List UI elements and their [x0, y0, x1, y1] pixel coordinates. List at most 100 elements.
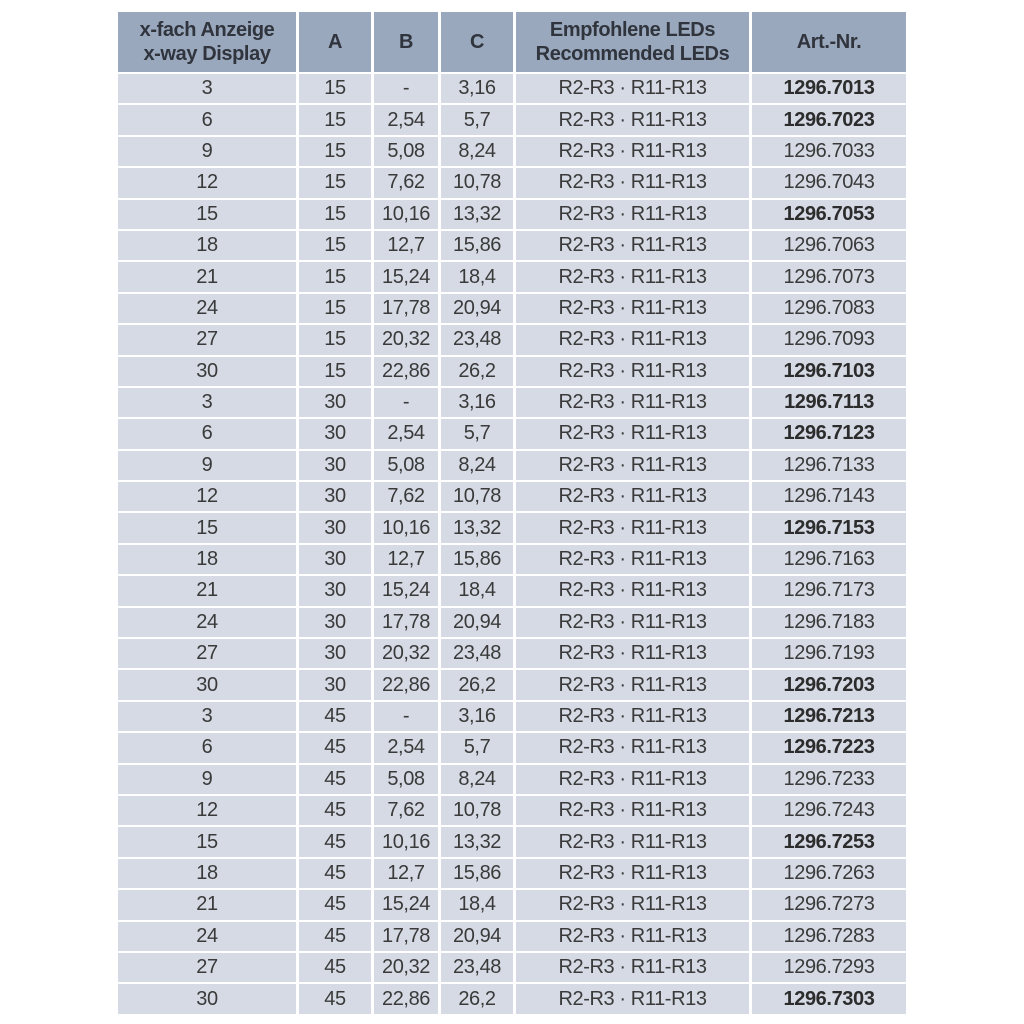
cell-b: 20,32: [374, 325, 438, 355]
cell-art-nr: 1296.7203: [752, 670, 906, 700]
cell-display: 24: [118, 293, 296, 324]
cell-art-nr: 1296.7193: [752, 639, 906, 669]
cell-b: 7,62: [374, 168, 438, 198]
cell-display: 12: [118, 168, 296, 198]
cell-leds: R2-R3 · R11-R13: [516, 356, 749, 386]
cell-a: 30: [299, 482, 371, 512]
table-row: 3 15 - 3,16 R2-R3 · R11-R13 1296.7013: [118, 74, 906, 104]
cell-display: 24: [118, 607, 296, 638]
cell-b: 22,86: [374, 356, 438, 386]
cell-c: 3,16: [441, 387, 513, 418]
cell-b: 17,78: [374, 607, 438, 638]
cell-art-nr: 1296.7043: [752, 168, 906, 198]
table-row: 15 15 10,16 13,32 R2-R3 · R11-R13 1296.7…: [118, 199, 906, 229]
cell-display: 15: [118, 513, 296, 543]
cell-c: 13,32: [441, 513, 513, 543]
cell-leds: R2-R3 · R11-R13: [516, 230, 749, 261]
cell-display: 18: [118, 230, 296, 261]
header-a: A: [299, 12, 371, 72]
header-leds-line1: Empfohlene LEDs: [549, 19, 716, 41]
table-row: 9 45 5,08 8,24 R2-R3 · R11-R13 1296.7233: [118, 764, 906, 794]
cell-b: 7,62: [374, 482, 438, 512]
cell-display: 3: [118, 387, 296, 418]
cell-c: 15,86: [441, 544, 513, 575]
cell-display: 30: [118, 984, 296, 1014]
cell-art-nr: 1296.7243: [752, 795, 906, 826]
table-header: x-fach Anzeige x-way Display A B C Empfo…: [118, 12, 906, 72]
cell-a: 45: [299, 984, 371, 1014]
cell-art-nr: 1296.7253: [752, 827, 906, 857]
cell-b: 10,16: [374, 513, 438, 543]
cell-art-nr: 1296.7123: [752, 419, 906, 449]
cell-a: 30: [299, 513, 371, 543]
cell-b: 22,86: [374, 670, 438, 700]
cell-art-nr: 1296.7163: [752, 544, 906, 575]
cell-c: 15,86: [441, 230, 513, 261]
table-row: 15 30 10,16 13,32 R2-R3 · R11-R13 1296.7…: [118, 513, 906, 543]
cell-c: 10,78: [441, 482, 513, 512]
cell-art-nr: 1296.7183: [752, 607, 906, 638]
cell-b: 2,54: [374, 105, 438, 135]
cell-c: 10,78: [441, 795, 513, 826]
cell-a: 30: [299, 576, 371, 606]
header-leds: Empfohlene LEDs Recommended LEDs: [516, 12, 749, 72]
cell-b: 22,86: [374, 984, 438, 1014]
cell-c: 8,24: [441, 450, 513, 481]
cell-leds: R2-R3 · R11-R13: [516, 921, 749, 951]
cell-leds: R2-R3 · R11-R13: [516, 293, 749, 324]
cell-a: 30: [299, 670, 371, 700]
cell-art-nr: 1296.7053: [752, 199, 906, 229]
cell-leds: R2-R3 · R11-R13: [516, 168, 749, 198]
cell-display: 3: [118, 701, 296, 732]
cell-display: 27: [118, 952, 296, 983]
cell-b: 15,24: [374, 576, 438, 606]
cell-art-nr: 1296.7023: [752, 105, 906, 135]
cell-leds: R2-R3 · R11-R13: [516, 74, 749, 104]
cell-display: 9: [118, 136, 296, 167]
cell-b: 17,78: [374, 293, 438, 324]
cell-display: 6: [118, 419, 296, 449]
cell-a: 15: [299, 105, 371, 135]
cell-display: 21: [118, 890, 296, 920]
header-display-line2: x-way Display: [143, 43, 271, 65]
cell-a: 15: [299, 136, 371, 167]
table-row: 9 15 5,08 8,24 R2-R3 · R11-R13 1296.7033: [118, 136, 906, 167]
table-row: 12 45 7,62 10,78 R2-R3 · R11-R13 1296.72…: [118, 795, 906, 826]
cell-a: 15: [299, 293, 371, 324]
cell-art-nr: 1296.7223: [752, 733, 906, 763]
cell-c: 13,32: [441, 827, 513, 857]
cell-a: 30: [299, 419, 371, 449]
cell-b: 10,16: [374, 827, 438, 857]
header-leds-line2: Recommended LEDs: [535, 43, 730, 65]
cell-b: 15,24: [374, 262, 438, 292]
cell-art-nr: 1296.7173: [752, 576, 906, 606]
cell-a: 15: [299, 325, 371, 355]
cell-art-nr: 1296.7133: [752, 450, 906, 481]
cell-b: 20,32: [374, 639, 438, 669]
cell-c: 8,24: [441, 136, 513, 167]
table-row: 9 30 5,08 8,24 R2-R3 · R11-R13 1296.7133: [118, 450, 906, 481]
table-row: 30 30 22,86 26,2 R2-R3 · R11-R13 1296.72…: [118, 670, 906, 700]
table-row: 6 45 2,54 5,7 R2-R3 · R11-R13 1296.7223: [118, 733, 906, 763]
cell-leds: R2-R3 · R11-R13: [516, 576, 749, 606]
cell-b: 5,08: [374, 136, 438, 167]
cell-art-nr: 1296.7283: [752, 921, 906, 951]
cell-c: 26,2: [441, 984, 513, 1014]
cell-display: 24: [118, 921, 296, 951]
cell-c: 15,86: [441, 858, 513, 889]
table-row: 21 45 15,24 18,4 R2-R3 · R11-R13 1296.72…: [118, 890, 906, 920]
cell-a: 15: [299, 74, 371, 104]
cell-b: -: [374, 74, 438, 104]
cell-c: 23,48: [441, 639, 513, 669]
cell-c: 5,7: [441, 419, 513, 449]
table-row: 24 15 17,78 20,94 R2-R3 · R11-R13 1296.7…: [118, 293, 906, 324]
table-row: 18 15 12,7 15,86 R2-R3 · R11-R13 1296.70…: [118, 230, 906, 261]
cell-leds: R2-R3 · R11-R13: [516, 325, 749, 355]
cell-display: 27: [118, 325, 296, 355]
cell-art-nr: 1296.7293: [752, 952, 906, 983]
cell-leds: R2-R3 · R11-R13: [516, 764, 749, 794]
header-art-nr: Art.-Nr.: [752, 12, 906, 72]
cell-a: 45: [299, 701, 371, 732]
cell-leds: R2-R3 · R11-R13: [516, 827, 749, 857]
cell-leds: R2-R3 · R11-R13: [516, 136, 749, 167]
